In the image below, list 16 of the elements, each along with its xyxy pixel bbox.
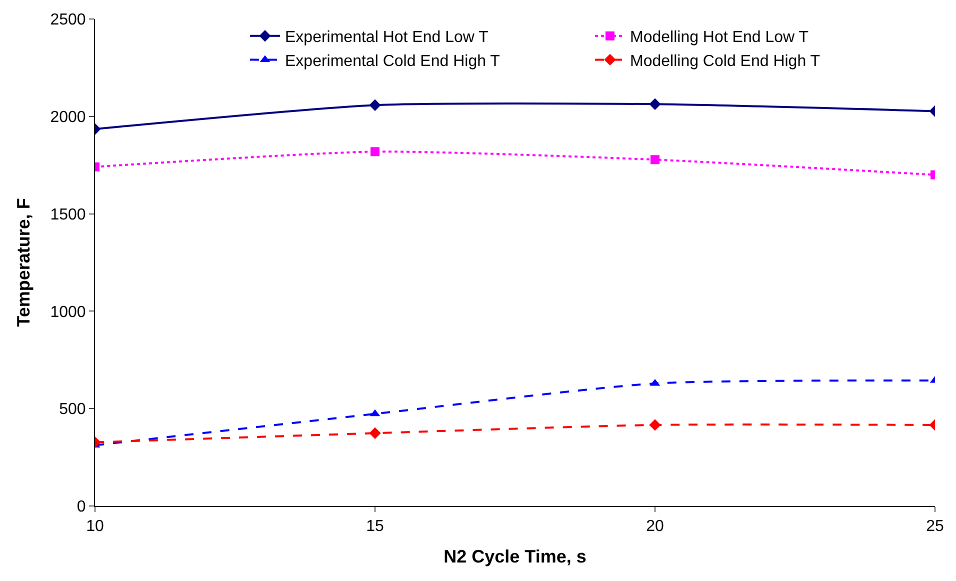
y-tick-label: 0 [76,498,86,516]
x-axis-title: N2 Cycle Time, s [444,546,586,566]
x-tick-label: 10 [86,518,104,536]
y-tick-label: 2500 [50,12,86,29]
y-tick-label: 1000 [50,304,86,321]
legend-label: Modelling Hot End Low T [630,29,809,46]
y-tick-label: 500 [59,401,86,418]
x-tick-label: 20 [646,518,664,536]
legend-label: Modelling Cold End High T [630,52,820,70]
y-axis-title: Temperature, F [13,198,34,327]
y-tick-label: 1500 [50,206,86,224]
legend-label: Experimental Cold End High T [285,52,500,70]
x-tick-label: 15 [366,518,384,536]
x-tick-label: 25 [926,518,944,536]
y-tick-label: 2000 [50,109,86,126]
legend-label: Experimental Hot End Low T [285,29,489,46]
